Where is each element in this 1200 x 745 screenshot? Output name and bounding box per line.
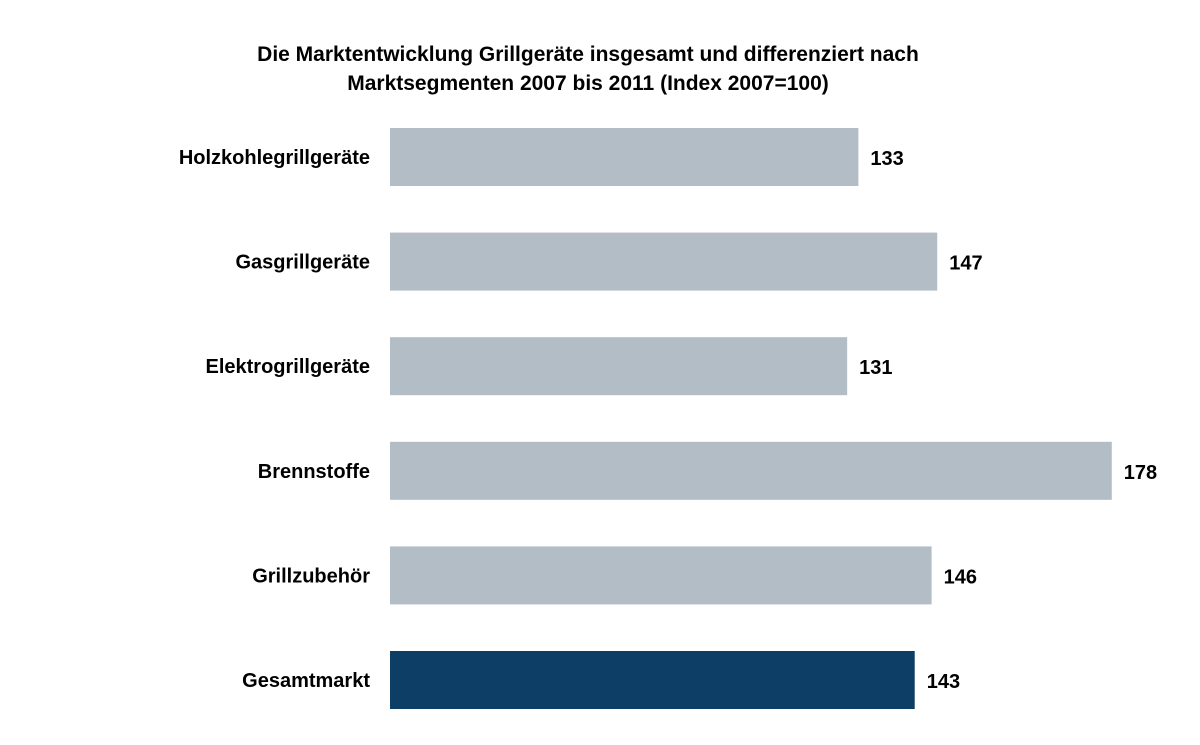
category-label: Grillzubehör xyxy=(252,565,370,587)
chart-title-line-1: Die Marktentwicklung Grillgeräte insgesa… xyxy=(257,43,919,66)
bar xyxy=(390,337,848,396)
bar xyxy=(390,232,938,291)
category-label: Elektrogrillgeräte xyxy=(205,356,370,378)
bar xyxy=(390,651,915,709)
category-label: Brennstoffe xyxy=(258,461,370,483)
data-label: 147 xyxy=(949,253,982,275)
category-label: Gesamtmarkt xyxy=(242,670,370,692)
bar xyxy=(390,546,932,605)
data-label: 133 xyxy=(870,148,903,170)
chart-title-line-2: Marktsegmenten 2007 bis 2011 (Index 2007… xyxy=(347,72,829,95)
bar xyxy=(390,128,859,186)
chart-title: Die Marktentwicklung Grillgeräte insgesa… xyxy=(0,40,1176,98)
data-label: 143 xyxy=(927,671,960,693)
category-label: Holzkohlegrillgeräte xyxy=(179,147,370,169)
data-label: 178 xyxy=(1124,462,1157,484)
bar xyxy=(390,441,1112,500)
data-label: 131 xyxy=(859,357,892,379)
data-label: 146 xyxy=(944,566,977,588)
category-label: Gasgrillgeräte xyxy=(235,252,370,274)
